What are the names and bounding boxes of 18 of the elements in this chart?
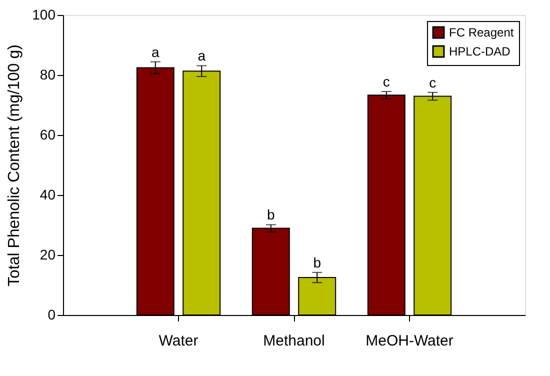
annotation: c — [382, 74, 390, 90]
y-tick-label: 0 — [48, 306, 56, 322]
annotation: b — [313, 254, 322, 270]
x-tick-label: Methanol — [263, 332, 325, 350]
y-tick-label: 20 — [40, 246, 56, 262]
y-tick-label: 60 — [40, 126, 56, 142]
y-tick-label: 80 — [40, 66, 56, 82]
x-tick-label: MeOH-Water — [366, 332, 454, 350]
y-tick-label: 40 — [40, 186, 56, 202]
annotation: a — [198, 48, 206, 64]
y-tick-label: 100 — [32, 6, 56, 22]
annotation: c — [429, 74, 436, 90]
y-axis-title: Total Phenolic Content (mg/100 g) — [6, 44, 24, 286]
x-tick-label: Water — [158, 332, 198, 350]
legend-label: HPLC-DAD — [449, 44, 511, 58]
annotation: a — [152, 44, 160, 60]
annotation: b — [267, 206, 275, 223]
legend-label: FC Reagent — [449, 26, 514, 40]
